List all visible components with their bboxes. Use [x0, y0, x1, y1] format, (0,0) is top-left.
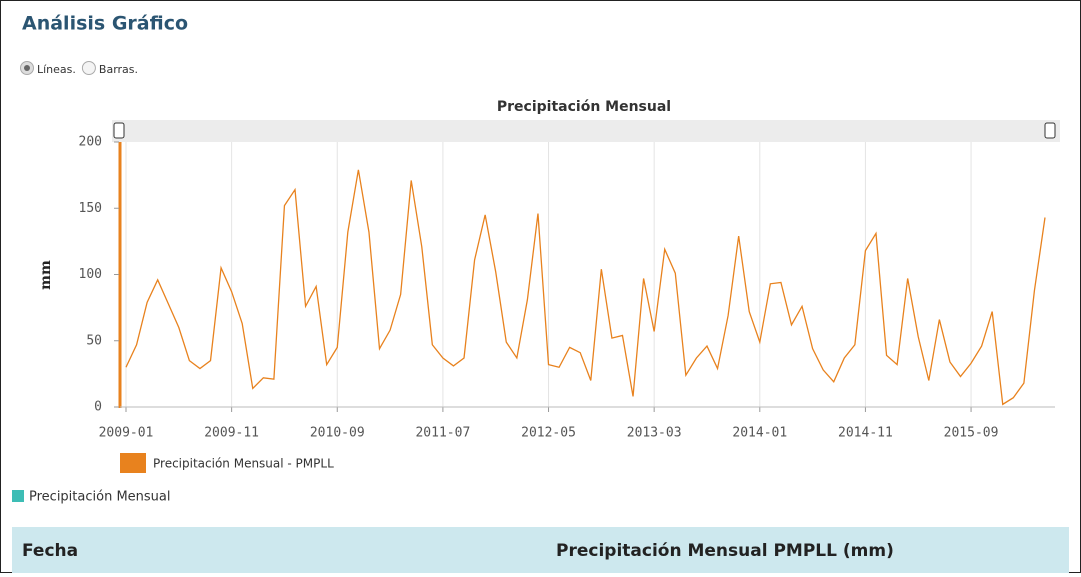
x-tick-label: 2013-03	[627, 426, 682, 441]
y-tick-label: 0	[94, 400, 102, 415]
page-title: Análisis Gráfico	[22, 13, 188, 35]
radio-label: Barras.	[99, 63, 138, 76]
x-tick-label: 2015-09	[944, 426, 999, 441]
plot: 2009-01 2009-11 2010-09 2011-07 2012-05 2013-…	[79, 135, 1055, 441]
column-header: Precipitación Mensual PMPLL (mm)	[556, 541, 894, 561]
x-tick-label: 2011-07	[415, 426, 470, 441]
y-tick-label: 150	[79, 201, 102, 216]
legend-label[interactable]: Precipitación Mensual - PMPLL	[153, 457, 334, 471]
column-header: Fecha	[22, 541, 78, 561]
navigator-handle[interactable]	[113, 122, 125, 139]
x-tick-label: 2010-09	[310, 426, 365, 441]
table-header	[12, 527, 1069, 573]
legend-swatch	[120, 453, 146, 473]
x-tick-label: 2012-05	[521, 426, 576, 441]
x-tick-label: 2009-11	[204, 426, 259, 441]
x-tick-label: 2014-11	[838, 426, 893, 441]
radio-label: Líneas.	[37, 63, 76, 76]
y-tick-label: 200	[79, 135, 102, 150]
x-tick-label: 2009-01	[99, 426, 154, 441]
y-axis-label: mm	[38, 260, 54, 290]
legend-swatch	[12, 490, 24, 502]
legend-label[interactable]: Precipitación Mensual	[29, 490, 170, 505]
navigator-handle[interactable]	[1044, 122, 1056, 139]
y-tick-label: 50	[86, 333, 102, 348]
chart-title: Precipitación Mensual	[497, 99, 671, 115]
navigator-band	[112, 120, 1060, 142]
y-tick-label: 100	[79, 267, 102, 282]
radio-dot	[24, 65, 30, 71]
x-tick-label: 2014-01	[732, 426, 787, 441]
data-line	[125, 169, 1046, 406]
radio-button[interactable]	[81, 61, 96, 75]
